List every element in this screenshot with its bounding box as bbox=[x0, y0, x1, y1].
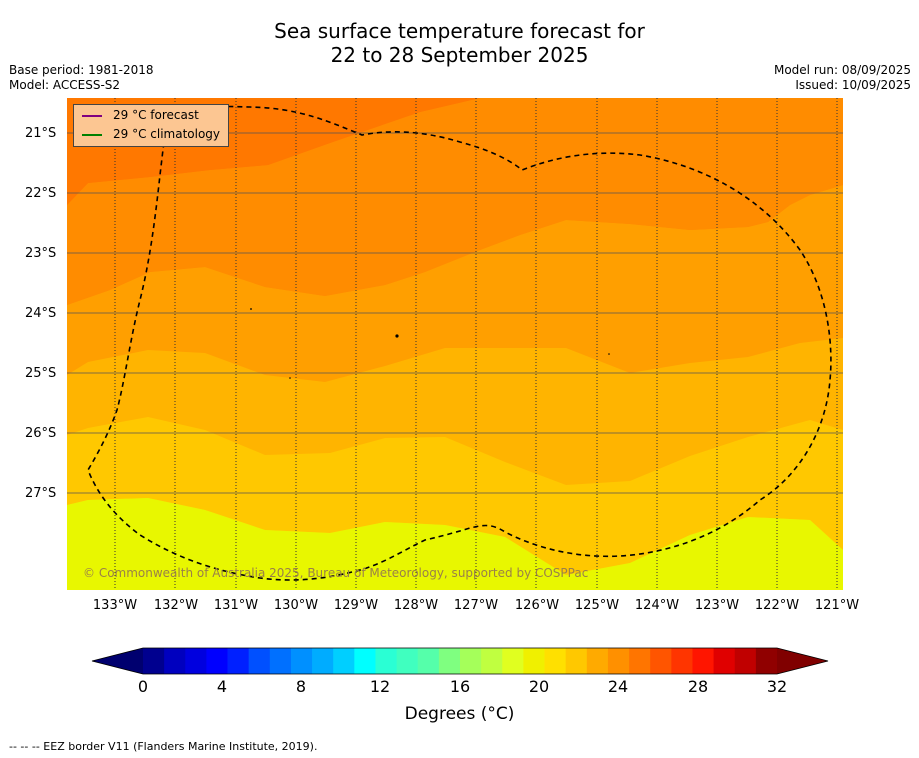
colorbar-tick: 20 bbox=[528, 677, 550, 696]
small-islands bbox=[250, 308, 610, 379]
island-marker bbox=[395, 334, 399, 338]
colorbar-cell bbox=[396, 648, 419, 674]
eez-footnote: -- -- -- EEZ border V11 (Flanders Marine… bbox=[9, 740, 318, 753]
lon-label: 130°W bbox=[273, 598, 319, 613]
legend-forecast: 29 °C forecast bbox=[82, 108, 199, 123]
legend-forecast-label: 29 °C forecast bbox=[113, 108, 199, 122]
colorbar-tick: 0 bbox=[137, 677, 149, 696]
colorbar-cell bbox=[354, 648, 376, 674]
legend-climatology-label: 29 °C climatology bbox=[113, 127, 221, 141]
lat-label: 21°S bbox=[25, 126, 57, 141]
colorbar-cell bbox=[629, 648, 651, 674]
colorbar-tick: 8 bbox=[295, 677, 307, 696]
colorbar-cell bbox=[333, 648, 355, 674]
forecast-line-swatch bbox=[82, 114, 102, 117]
lon-label: 129°W bbox=[333, 598, 379, 613]
colorbar-over-arrow bbox=[777, 648, 828, 674]
lon-label: 123°W bbox=[694, 598, 740, 613]
lat-label: 24°S bbox=[25, 306, 57, 321]
colorbar-cell bbox=[650, 648, 672, 674]
sst-contour-fills bbox=[67, 98, 843, 590]
lon-label: 124°W bbox=[634, 598, 680, 613]
map-legend: 29 °C forecast 29 °C climatology bbox=[73, 104, 229, 147]
colorbar-cell bbox=[713, 648, 736, 674]
lon-label: 121°W bbox=[814, 598, 860, 613]
colorbar-cell bbox=[755, 648, 778, 674]
colorbar-tick: 24 bbox=[607, 677, 629, 696]
base-period-text: Base period: 1981-2018 bbox=[9, 63, 154, 77]
sst-map bbox=[67, 98, 843, 675]
colorbar-tick: 4 bbox=[216, 677, 228, 696]
colorbar-tick: 28 bbox=[687, 677, 709, 696]
colorbar-cell bbox=[502, 648, 524, 674]
island-marker bbox=[250, 308, 252, 310]
colorbar bbox=[91, 647, 829, 675]
lon-label: 122°W bbox=[754, 598, 800, 613]
colorbar-cell bbox=[523, 648, 545, 674]
lon-label: 131°W bbox=[213, 598, 259, 613]
colorbar-cell bbox=[143, 648, 165, 674]
colorbar-cell bbox=[185, 648, 207, 674]
colorbar-cell bbox=[164, 648, 186, 674]
colorbar-cell bbox=[692, 648, 714, 674]
colorbar-cell bbox=[269, 648, 292, 674]
band-21-region bbox=[67, 498, 843, 590]
lon-label: 133°W bbox=[92, 598, 138, 613]
meta-left: Base period: 1981-2018 Model: ACCESS-S2 bbox=[9, 63, 154, 93]
lat-label: 22°S bbox=[25, 186, 57, 201]
legend-climatology: 29 °C climatology bbox=[82, 127, 220, 142]
lat-label: 23°S bbox=[25, 246, 57, 261]
island-marker bbox=[608, 353, 610, 355]
colorbar-cell bbox=[671, 648, 693, 674]
lon-label: 127°W bbox=[453, 598, 499, 613]
colorbar-cell bbox=[290, 648, 313, 674]
meta-right: Model run: 08/09/2025 Issued: 10/09/2025 bbox=[774, 63, 911, 93]
title-line-2: 22 to 28 September 2025 bbox=[330, 43, 589, 67]
colorbar-cell bbox=[248, 648, 271, 674]
colorbar-cell bbox=[586, 648, 609, 674]
colorbar-cell bbox=[227, 648, 250, 674]
colorbar-cell bbox=[607, 648, 630, 674]
colorbar-cell bbox=[734, 648, 757, 674]
colorbar-cell bbox=[417, 648, 440, 674]
colorbar-cell bbox=[481, 648, 503, 674]
colorbar-cell bbox=[565, 648, 588, 674]
lon-label: 128°W bbox=[393, 598, 439, 613]
colorbar-cell bbox=[460, 648, 482, 674]
colorbar-cell bbox=[206, 648, 228, 674]
copyright-text: © Commonwealth of Australia 2025, Bureau… bbox=[83, 566, 589, 580]
colorbar-tick: 16 bbox=[449, 677, 471, 696]
colorbar-outline bbox=[91, 647, 829, 675]
chart-title: Sea surface temperature forecast for 22 … bbox=[0, 19, 919, 67]
colorbar-cell bbox=[375, 648, 397, 674]
colorbar-label: Degrees (°C) bbox=[404, 704, 515, 724]
lat-label: 26°S bbox=[25, 426, 57, 441]
model-run-text: Model run: 08/09/2025 bbox=[773, 63, 911, 77]
colorbar-under-arrow bbox=[92, 648, 143, 674]
colorbar-tick: 12 bbox=[369, 677, 391, 696]
lon-label: 132°W bbox=[153, 598, 199, 613]
colorbar-cell bbox=[438, 648, 461, 674]
model-text: Model: ACCESS-S2 bbox=[9, 78, 121, 92]
colorbar-cell bbox=[312, 648, 334, 674]
lon-label: 126°W bbox=[514, 598, 560, 613]
colorbar-cell bbox=[544, 648, 567, 674]
lat-label: 27°S bbox=[25, 486, 57, 501]
climatology-line-swatch bbox=[82, 133, 102, 136]
meridians bbox=[114, 98, 838, 590]
title-line-1: Sea surface temperature forecast for bbox=[274, 19, 645, 43]
lon-label: 125°W bbox=[574, 598, 620, 613]
issued-text: Issued: 10/09/2025 bbox=[795, 78, 911, 92]
colorbar-tick: 32 bbox=[766, 677, 788, 696]
lat-label: 25°S bbox=[25, 366, 57, 381]
island-marker bbox=[289, 377, 291, 379]
